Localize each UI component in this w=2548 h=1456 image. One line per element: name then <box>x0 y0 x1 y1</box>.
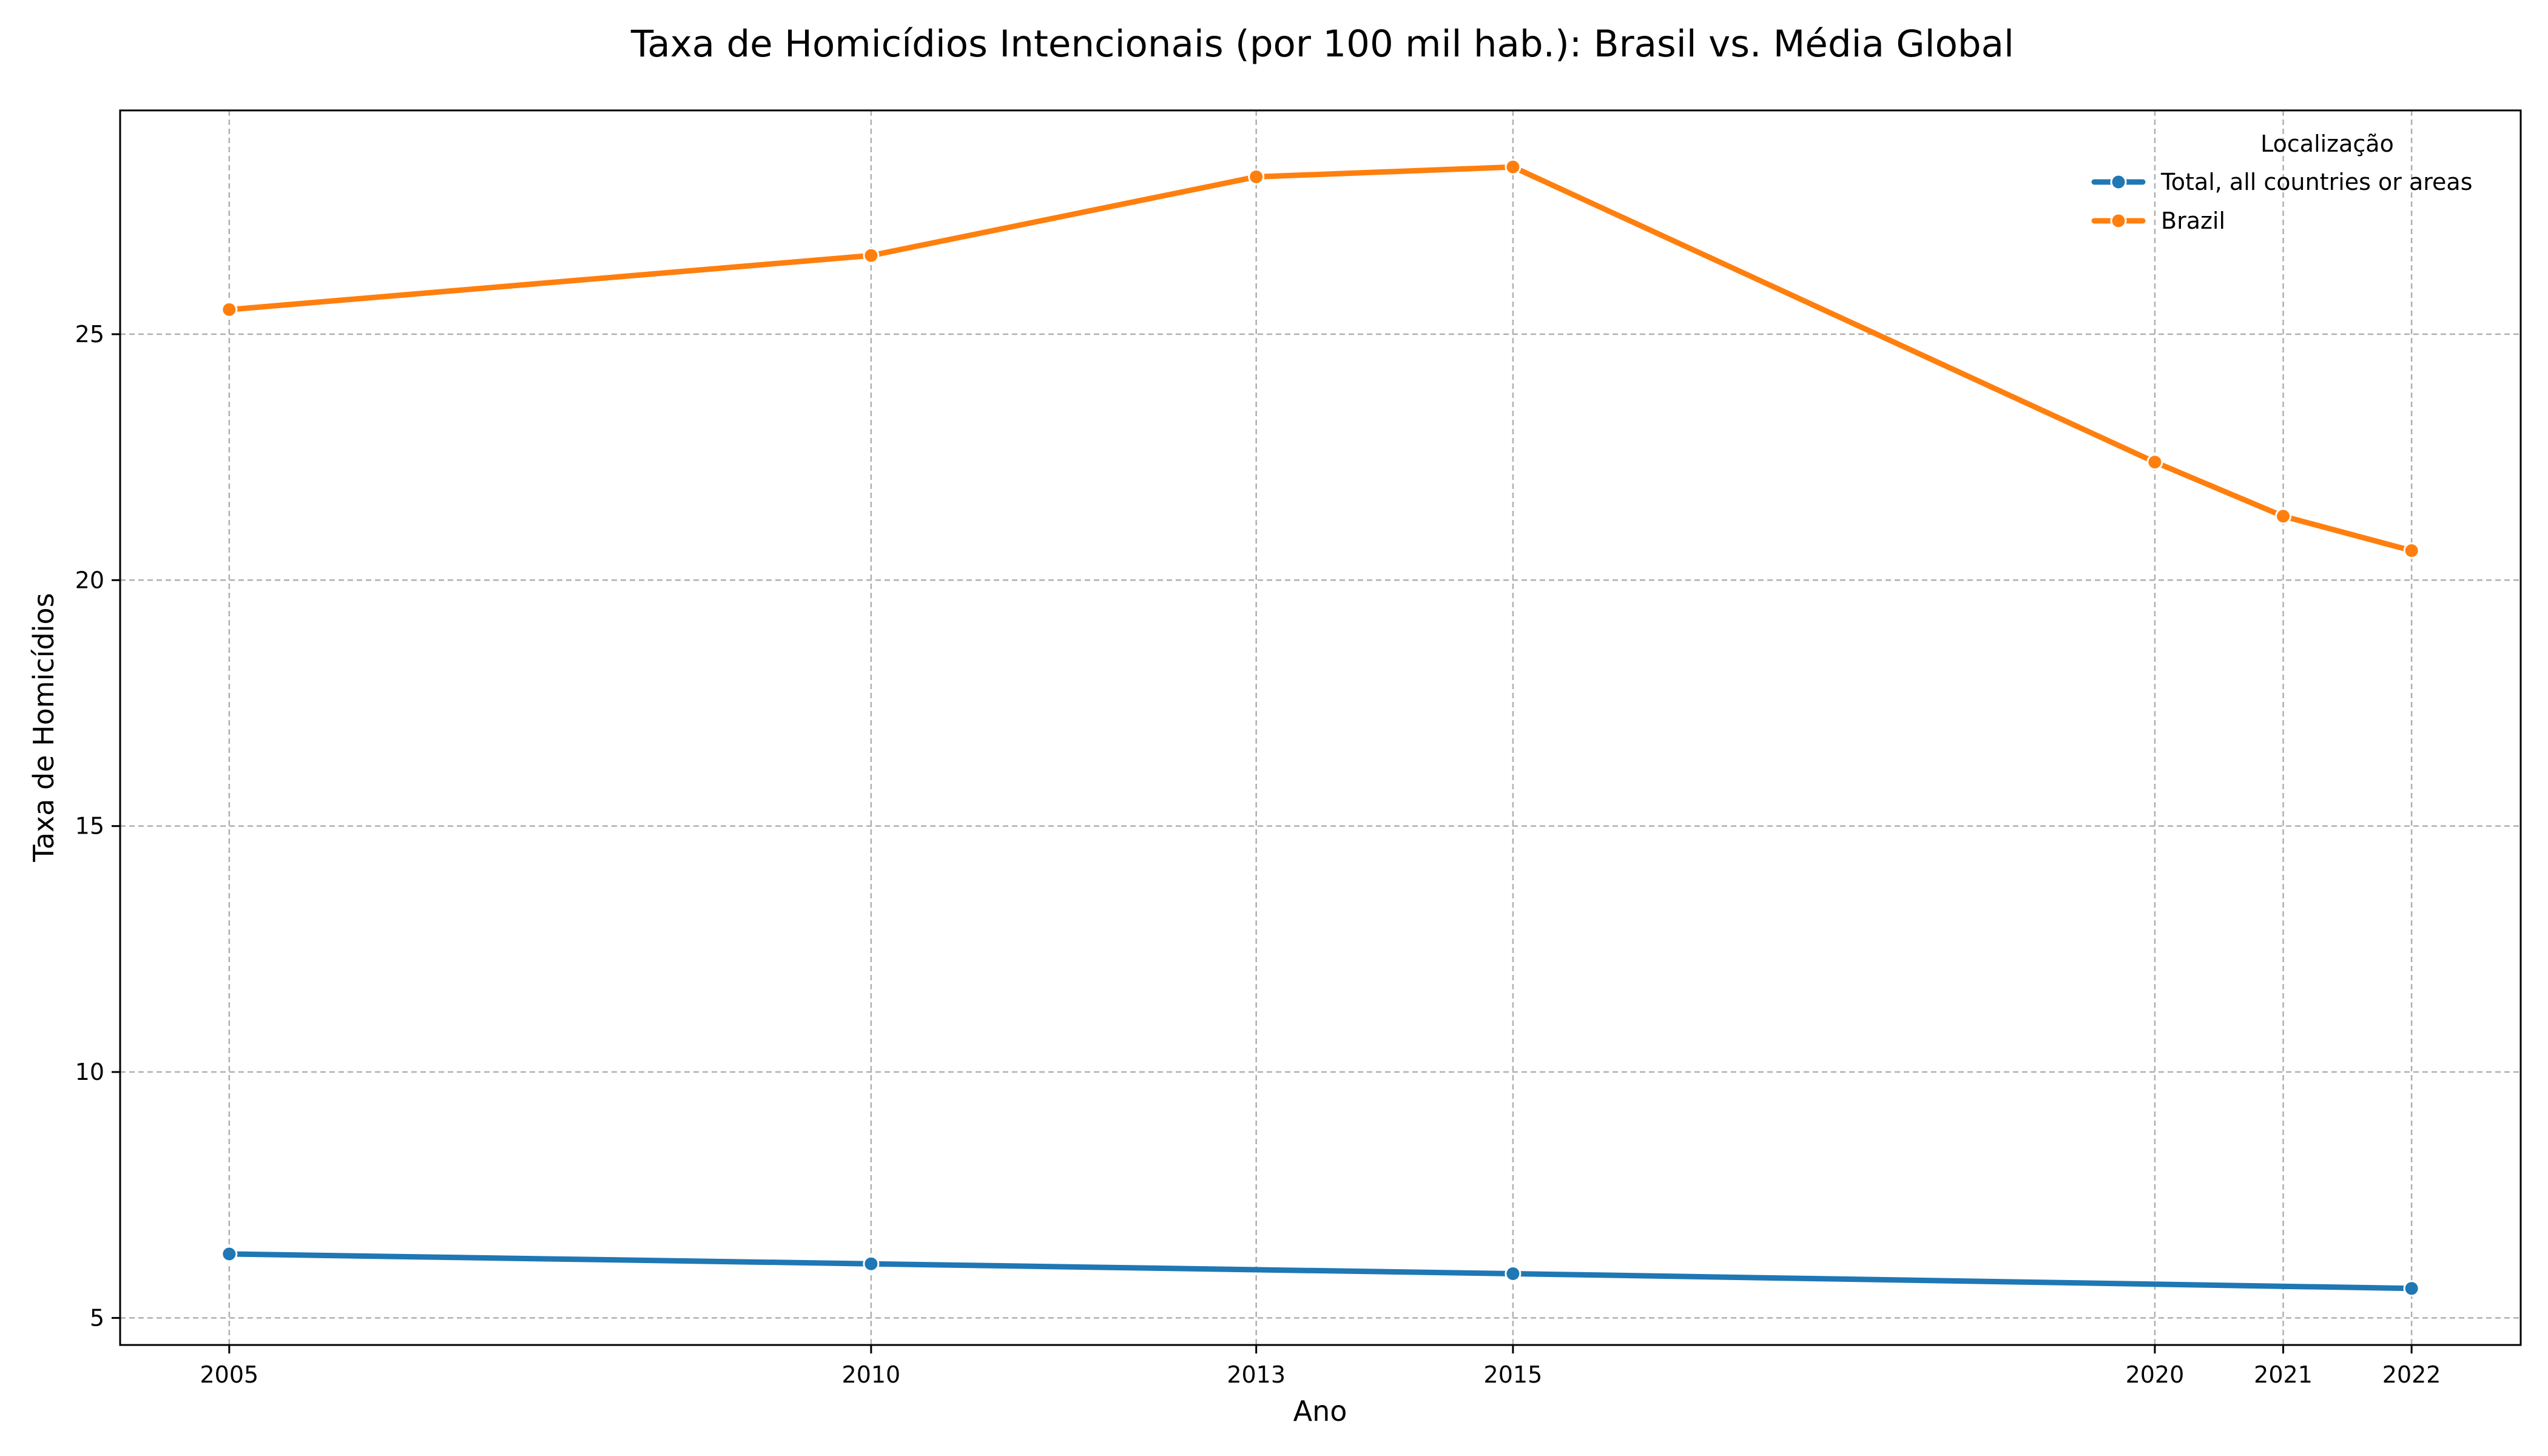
data-point <box>2403 542 2420 559</box>
plot-frame <box>119 109 2522 1346</box>
data-point <box>221 1245 238 1262</box>
data-point <box>2275 508 2292 525</box>
chart-title: Taxa de Homicídios Intencionais (por 100… <box>630 22 2014 66</box>
data-point <box>863 1255 880 1272</box>
legend: Localização Total, all countries or area… <box>2091 130 2473 234</box>
y-tick-label: 20 <box>75 567 104 593</box>
x-tick-label: 2020 <box>2126 1361 2185 1388</box>
legend-swatch-marker <box>2110 174 2127 190</box>
x-axis: 2005 2010 2013 2015 2020 2021 2022 <box>200 1345 2441 1388</box>
legend-item: Brazil <box>2091 207 2225 234</box>
x-tick-label: 2010 <box>842 1361 901 1388</box>
grid <box>120 110 2521 1345</box>
x-tick-label: 2022 <box>2382 1361 2441 1388</box>
legend-title: Localização <box>2260 130 2394 157</box>
data-point <box>221 301 238 318</box>
series-line <box>226 1251 2415 1292</box>
data-point <box>1505 158 1522 175</box>
series-global-total <box>221 1245 2420 1297</box>
legend-label: Total, all countries or areas <box>2160 169 2473 195</box>
x-tick-label: 2015 <box>1484 1361 1543 1388</box>
y-axis: 5 10 15 20 25 <box>75 321 120 1331</box>
series-line <box>226 164 2415 554</box>
data-point <box>863 247 880 264</box>
data-point <box>2403 1280 2420 1297</box>
data-point <box>1248 168 1265 185</box>
y-tick-label: 5 <box>90 1304 104 1331</box>
y-tick-label: 25 <box>75 321 104 348</box>
y-tick-label: 10 <box>75 1059 104 1085</box>
series-brazil <box>221 158 2420 559</box>
data-point <box>1505 1265 1522 1282</box>
legend-swatch-marker <box>2110 212 2127 229</box>
data-point <box>2146 454 2163 471</box>
x-tick-label: 2021 <box>2254 1361 2313 1388</box>
y-axis-label: Taxa de Homicídios <box>27 593 60 862</box>
y-tick-label: 15 <box>75 813 104 840</box>
legend-label: Brazil <box>2161 207 2225 234</box>
x-tick-label: 2013 <box>1227 1361 1286 1388</box>
x-tick-label: 2005 <box>200 1361 259 1388</box>
series-layer <box>221 158 2420 1297</box>
legend-item: Total, all countries or areas <box>2091 169 2473 195</box>
x-axis-label: Ano <box>1293 1395 1347 1427</box>
